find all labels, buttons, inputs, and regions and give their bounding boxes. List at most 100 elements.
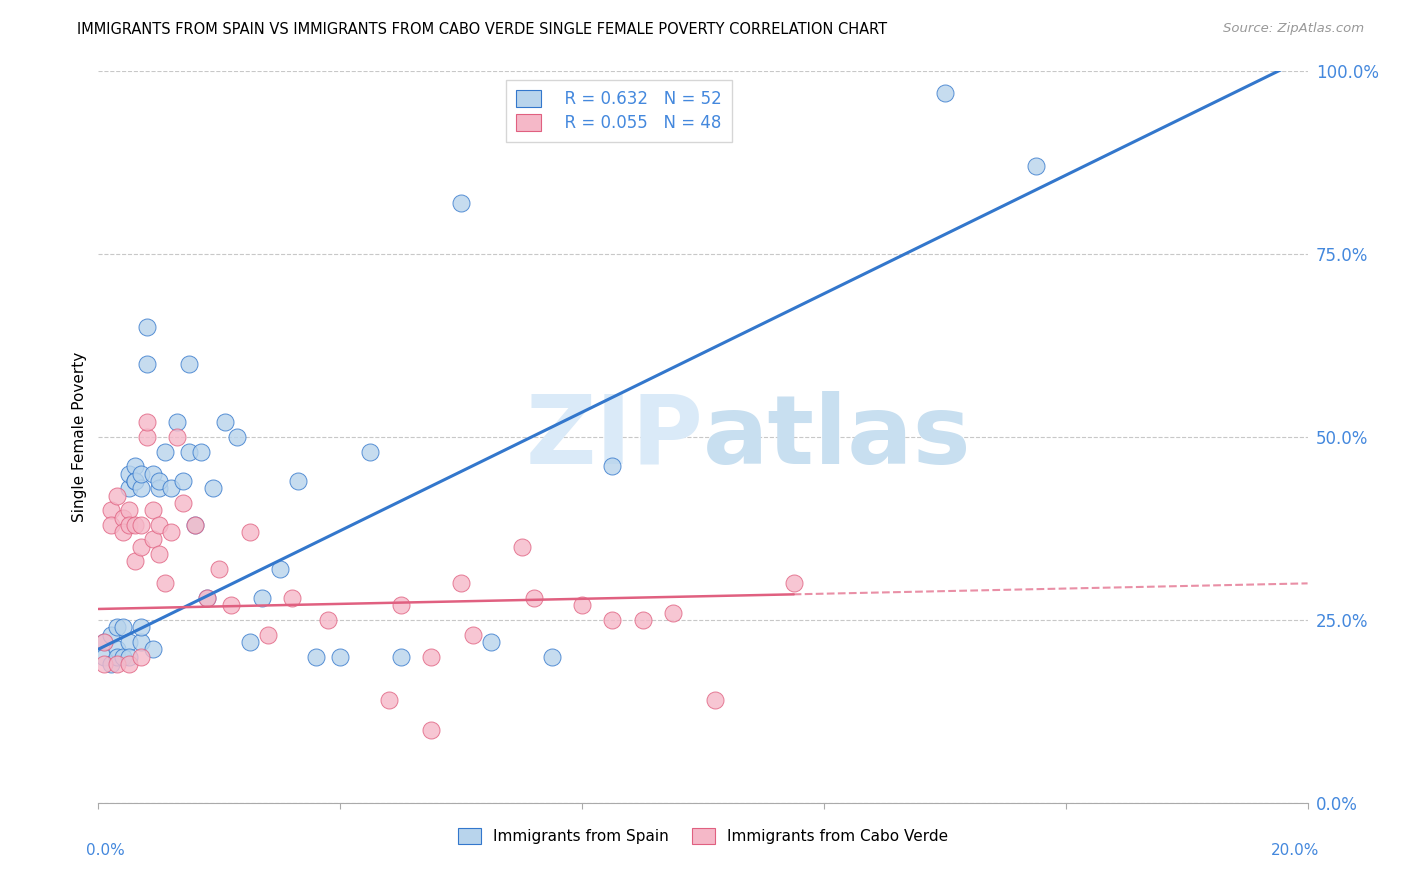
Text: ZIP: ZIP <box>524 391 703 483</box>
Point <box>100 517 122 532</box>
Point <box>190 444 212 458</box>
Point <box>305 649 328 664</box>
Point <box>463 627 485 641</box>
Point <box>129 481 152 495</box>
Point <box>93 635 115 649</box>
Point <box>184 517 207 532</box>
Point <box>329 649 352 664</box>
Text: IMMIGRANTS FROM SPAIN VS IMMIGRANTS FROM CABO VERDE SINGLE FEMALE POVERTY CORREL: IMMIGRANTS FROM SPAIN VS IMMIGRANTS FROM… <box>77 22 887 37</box>
Point <box>105 620 128 634</box>
Point <box>111 649 134 664</box>
Point <box>124 474 146 488</box>
Point <box>93 649 115 664</box>
Point <box>148 547 170 561</box>
Legend: Immigrants from Spain, Immigrants from Cabo Verde: Immigrants from Spain, Immigrants from C… <box>451 822 955 850</box>
Point <box>510 540 533 554</box>
Point <box>287 474 309 488</box>
Point <box>135 416 157 430</box>
Point <box>256 627 278 641</box>
Point <box>221 599 243 613</box>
Point <box>160 525 183 540</box>
Point <box>105 642 128 657</box>
Point <box>450 576 472 591</box>
Point <box>111 620 134 634</box>
Point <box>214 416 236 430</box>
Point <box>239 635 262 649</box>
Point <box>142 467 165 481</box>
Point <box>661 606 683 620</box>
Point <box>523 591 546 605</box>
Text: 20.0%: 20.0% <box>1271 843 1320 858</box>
Point <box>142 533 165 547</box>
Point <box>142 642 165 657</box>
Point <box>360 444 382 458</box>
Text: atlas: atlas <box>703 391 972 483</box>
Point <box>105 489 128 503</box>
Point <box>172 496 194 510</box>
Point <box>202 481 225 495</box>
Point <box>250 591 273 605</box>
Point <box>135 357 157 371</box>
Point <box>153 576 176 591</box>
Point <box>124 517 146 532</box>
Point <box>160 481 183 495</box>
Point <box>166 430 188 444</box>
Point <box>389 649 412 664</box>
Point <box>100 657 122 671</box>
Point <box>226 430 249 444</box>
Point <box>389 599 412 613</box>
Point <box>153 444 176 458</box>
Point <box>118 481 141 495</box>
Point <box>105 649 128 664</box>
Point <box>377 693 399 707</box>
Point <box>142 503 165 517</box>
Point <box>631 613 654 627</box>
Point <box>316 613 339 627</box>
Point <box>100 627 122 641</box>
Point <box>184 517 207 532</box>
Point <box>111 510 134 524</box>
Text: Source: ZipAtlas.com: Source: ZipAtlas.com <box>1223 22 1364 36</box>
Point <box>195 591 218 605</box>
Point <box>195 591 218 605</box>
Point <box>118 503 141 517</box>
Point <box>118 467 141 481</box>
Point <box>420 649 443 664</box>
Point <box>602 613 624 627</box>
Point <box>148 517 170 532</box>
Point <box>118 517 141 532</box>
Point <box>135 320 157 334</box>
Point <box>179 444 201 458</box>
Point <box>118 657 141 671</box>
Point <box>93 635 115 649</box>
Point <box>124 459 146 474</box>
Point <box>269 562 291 576</box>
Point <box>172 474 194 488</box>
Point <box>481 635 503 649</box>
Point <box>166 416 188 430</box>
Point <box>179 357 201 371</box>
Point <box>105 657 128 671</box>
Point <box>124 474 146 488</box>
Point <box>100 503 122 517</box>
Point <box>420 723 443 737</box>
Point <box>783 576 806 591</box>
Point <box>129 467 152 481</box>
Point <box>93 657 115 671</box>
Point <box>934 87 956 101</box>
Point <box>129 517 152 532</box>
Point <box>111 525 134 540</box>
Point <box>118 635 141 649</box>
Point <box>148 481 170 495</box>
Point <box>281 591 304 605</box>
Point <box>135 430 157 444</box>
Point <box>148 474 170 488</box>
Point <box>124 554 146 568</box>
Text: 0.0%: 0.0% <box>86 843 125 858</box>
Point <box>129 635 152 649</box>
Point <box>208 562 231 576</box>
Y-axis label: Single Female Poverty: Single Female Poverty <box>72 352 87 522</box>
Point <box>129 649 152 664</box>
Point <box>602 459 624 474</box>
Point <box>118 649 141 664</box>
